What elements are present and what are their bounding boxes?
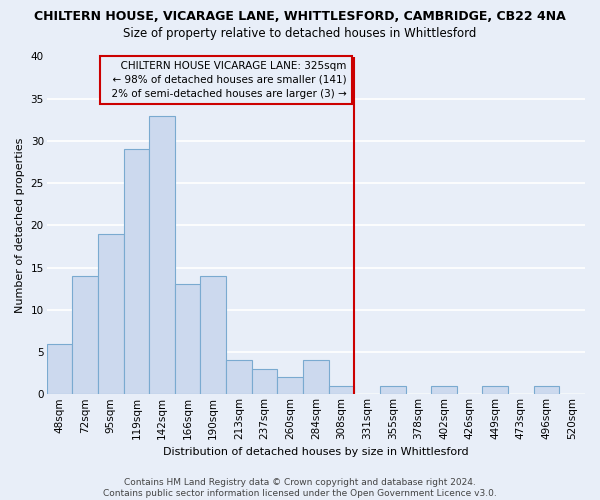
- Bar: [251, 369, 277, 394]
- Y-axis label: Number of detached properties: Number of detached properties: [15, 138, 25, 313]
- Bar: [149, 116, 175, 394]
- Bar: [303, 360, 329, 394]
- Text: CHILTERN HOUSE VICARAGE LANE: 325sqm
  ← 98% of detached houses are smaller (141: CHILTERN HOUSE VICARAGE LANE: 325sqm ← 9…: [105, 60, 347, 98]
- Bar: [72, 276, 98, 394]
- Bar: [124, 150, 149, 394]
- Bar: [277, 378, 303, 394]
- Bar: [482, 386, 508, 394]
- Bar: [47, 344, 72, 394]
- Text: Size of property relative to detached houses in Whittlesford: Size of property relative to detached ho…: [124, 28, 476, 40]
- Bar: [329, 386, 354, 394]
- X-axis label: Distribution of detached houses by size in Whittlesford: Distribution of detached houses by size …: [163, 448, 469, 458]
- Text: CHILTERN HOUSE, VICARAGE LANE, WHITTLESFORD, CAMBRIDGE, CB22 4NA: CHILTERN HOUSE, VICARAGE LANE, WHITTLESF…: [34, 10, 566, 23]
- Bar: [200, 276, 226, 394]
- Bar: [534, 386, 559, 394]
- Bar: [226, 360, 251, 394]
- Bar: [380, 386, 406, 394]
- Bar: [431, 386, 457, 394]
- Bar: [175, 284, 200, 395]
- Bar: [98, 234, 124, 394]
- Text: Contains HM Land Registry data © Crown copyright and database right 2024.
Contai: Contains HM Land Registry data © Crown c…: [103, 478, 497, 498]
